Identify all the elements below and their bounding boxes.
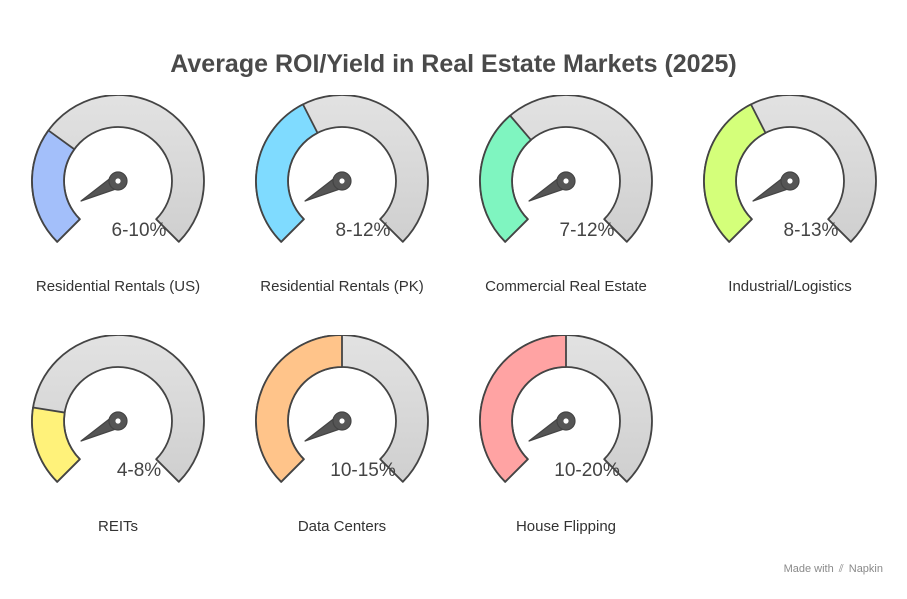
gauge-needle [528, 411, 576, 442]
gauge-label: Commercial Real Estate [485, 278, 647, 295]
footer-prefix: Made with [783, 563, 834, 575]
gauge-label: Residential Rentals (PK) [260, 278, 424, 295]
gauge-fill [703, 103, 767, 243]
gauge-fill [31, 406, 81, 483]
gauge-svg [31, 335, 205, 483]
gauge-value: 4-8% [116, 460, 162, 481]
gauge-svg [255, 95, 429, 243]
gauge-0: 6-10% Residential Rentals (US) [18, 95, 218, 335]
gauge-svg [479, 95, 653, 243]
gauge-1: 8-12% Residential Rentals (PK) [242, 95, 442, 335]
footer-credit: Made with ⫽ Napkin [784, 563, 883, 576]
gauge-fill [479, 114, 532, 243]
gauge-fill [255, 335, 343, 483]
gauge-label: Industrial/Logistics [728, 278, 852, 295]
needle-pin [339, 418, 345, 424]
needle-pin [115, 418, 121, 424]
gauge-fill [255, 103, 319, 243]
gauge-needle [752, 171, 800, 202]
gauge-label: Data Centers [297, 518, 387, 535]
gauge-value: 10-20% [554, 460, 620, 481]
gauge-fill [479, 335, 567, 483]
gauge-label: REITs [97, 518, 138, 535]
footer-brand: Napkin [848, 563, 883, 575]
gauge-6: 10-20% House Flipping [466, 335, 666, 575]
chart-title: Average ROI/Yield in Real Estate Markets… [170, 50, 737, 78]
gauge-value: 8-13% [783, 220, 839, 241]
needle-pin [339, 178, 345, 184]
napkin-logo-icon: ⫽ [838, 563, 844, 575]
gauge-fill [31, 129, 81, 243]
gauge-needle [80, 411, 128, 442]
gauge-value: 8-12% [335, 220, 391, 241]
gauge-needle [80, 171, 128, 202]
needle-pin [115, 178, 121, 184]
gauge-5: 10-15% Data Centers [242, 335, 442, 575]
gauge-3: 8-13% Industrial/Logistics [690, 95, 890, 335]
gauge-2: 7-12% Commercial Real Estate [466, 95, 666, 335]
gauge-label: House Flipping [515, 518, 617, 535]
gauge-needle [528, 171, 576, 202]
gauge-track [31, 335, 205, 483]
gauge-svg [479, 335, 653, 483]
gauge-label: Residential Rentals (US) [35, 278, 201, 295]
needle-pin [563, 178, 569, 184]
gauge-svg [703, 95, 877, 243]
gauge-4: 4-8% REITs [18, 335, 218, 575]
gauge-value: 6-10% [111, 220, 167, 241]
gauge-svg [31, 95, 205, 243]
gauge-needle [304, 411, 352, 442]
gauge-needle [304, 171, 352, 202]
gauge-value: 7-12% [559, 220, 615, 241]
needle-pin [563, 418, 569, 424]
needle-pin [787, 178, 793, 184]
gauge-value: 10-15% [330, 460, 396, 481]
gauge-svg [255, 335, 429, 483]
